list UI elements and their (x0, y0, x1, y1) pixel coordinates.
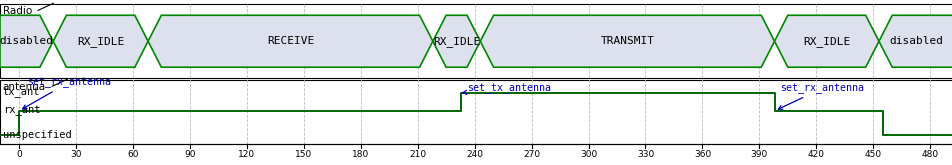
Polygon shape (53, 15, 148, 67)
Text: disabled: disabled (0, 36, 53, 46)
Bar (0, 80, 952, 144)
Text: 180: 180 (351, 150, 369, 159)
Text: 300: 300 (579, 150, 597, 159)
Polygon shape (878, 15, 952, 67)
Text: set_tx_antenna: set_tx_antenna (461, 83, 550, 94)
Text: RX_IDLE: RX_IDLE (432, 36, 480, 47)
Text: 150: 150 (295, 150, 312, 159)
Text: 0: 0 (16, 150, 22, 159)
Text: disabled: disabled (888, 36, 942, 46)
Text: antenna: antenna (3, 82, 46, 92)
Polygon shape (148, 15, 432, 67)
Text: 270: 270 (523, 150, 540, 159)
Text: 450: 450 (863, 150, 881, 159)
Text: unspecified: unspecified (3, 130, 71, 140)
Polygon shape (432, 15, 480, 67)
Text: set_rx_antenna: set_rx_antenna (778, 83, 863, 109)
Text: 60: 60 (127, 150, 138, 159)
Text: 480: 480 (921, 150, 938, 159)
Polygon shape (480, 15, 774, 67)
Text: RX_IDLE: RX_IDLE (77, 36, 124, 47)
Text: rx_ant: rx_ant (3, 106, 40, 116)
Text: 330: 330 (636, 150, 653, 159)
Text: RX_IDLE: RX_IDLE (803, 36, 849, 47)
Text: 90: 90 (184, 150, 195, 159)
Text: tx_ant: tx_ant (3, 88, 40, 98)
Polygon shape (0, 15, 53, 67)
Text: Radio: Radio (3, 6, 32, 16)
Text: 420: 420 (807, 150, 823, 159)
Polygon shape (774, 15, 878, 67)
Text: 120: 120 (238, 150, 255, 159)
Text: 360: 360 (693, 150, 710, 159)
Text: set_rx_antenna: set_rx_antenna (23, 77, 110, 109)
Text: 30: 30 (70, 150, 82, 159)
Text: 240: 240 (466, 150, 483, 159)
Bar (0, 4, 952, 78)
Text: RECEIVE: RECEIVE (267, 36, 314, 46)
Text: TRANSMIT: TRANSMIT (600, 36, 654, 46)
Text: 390: 390 (750, 150, 767, 159)
Text: 210: 210 (408, 150, 426, 159)
